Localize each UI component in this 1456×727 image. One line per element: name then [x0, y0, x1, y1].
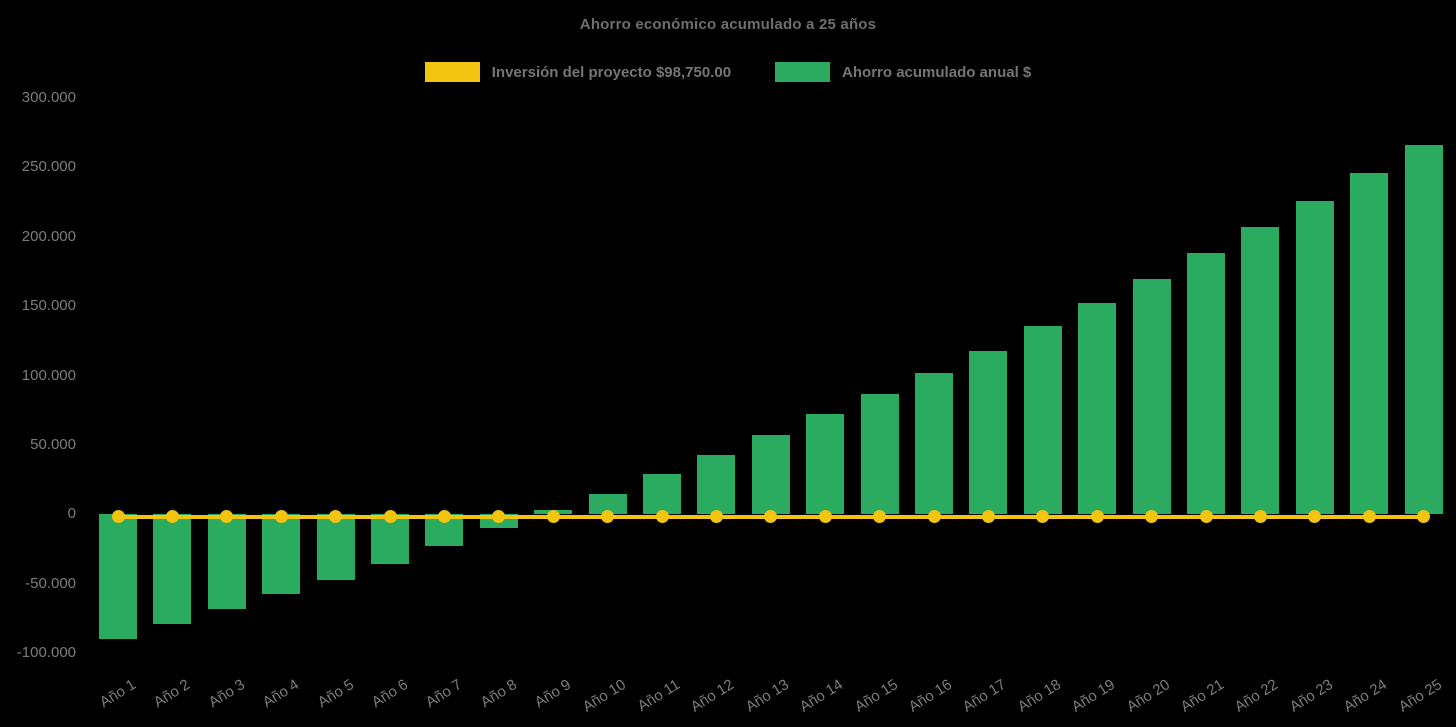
x-tick-label-ano-14: Año 14: [796, 676, 847, 716]
bar-ano-12: [697, 455, 736, 515]
investment-marker-ano-24: [1362, 510, 1376, 524]
bar-ano-1: [99, 514, 137, 640]
legend-item-savings[interactable]: Ahorro acumulado anual $: [775, 62, 1031, 82]
x-tick-label-ano-16: Año 16: [905, 676, 956, 716]
investment-marker-ano-16: [927, 510, 941, 524]
bar-ano-16: [915, 372, 953, 515]
legend: Inversión del proyecto $98,750.00 Ahorro …: [0, 62, 1456, 82]
bar-ano-20: [1132, 279, 1171, 515]
legend-swatch-savings: [775, 62, 831, 82]
y-tick-label--100.000: -100.000: [16, 644, 76, 662]
bar-ano-24: [1350, 172, 1389, 515]
investment-marker-ano-6: [383, 510, 397, 524]
x-tick-label-ano-21: Año 21: [1177, 676, 1228, 716]
x-tick-label-ano-13: Año 13: [742, 676, 792, 716]
investment-marker-ano-8: [492, 510, 506, 524]
bar-ano-22: [1241, 227, 1280, 515]
bar-ano-14: [806, 414, 845, 515]
bar-ano-13: [751, 435, 790, 515]
bar-ano-19: [1078, 303, 1117, 515]
bar-ano-5: [316, 514, 355, 580]
x-tick-label-ano-12: Año 12: [688, 676, 738, 716]
bar-ano-25: [1404, 145, 1443, 515]
x-tick-label-ano-1: Año 1: [96, 676, 140, 712]
x-tick-label-ano-9: Año 9: [531, 676, 575, 712]
x-tick-label-ano-10: Año 10: [579, 676, 629, 716]
investment-marker-ano-4: [274, 510, 288, 524]
investment-marker-ano-22: [1253, 510, 1267, 524]
x-tick-label-ano-19: Año 19: [1068, 676, 1119, 716]
bar-ano-4: [262, 514, 301, 595]
x-tick-label-ano-8: Año 8: [477, 676, 520, 712]
x-tick-label-ano-15: Año 15: [851, 676, 901, 716]
investment-marker-ano-18: [1036, 510, 1050, 524]
legend-label-investment: Inversión del proyecto $98,750.00: [491, 63, 732, 81]
bar-ano-23: [1295, 200, 1334, 515]
bar-ano-21: [1187, 253, 1225, 515]
investment-marker-ano-13: [764, 510, 778, 524]
y-tick-label-150.000: 150.000: [21, 297, 76, 315]
legend-swatch-investment: [424, 62, 480, 82]
investment-marker-ano-15: [873, 510, 887, 524]
bar-ano-17: [969, 350, 1008, 515]
x-tick-label-ano-23: Año 23: [1286, 676, 1336, 716]
x-tick-label-ano-11: Año 11: [634, 676, 684, 716]
y-tick-label-300.000: 300.000: [21, 89, 76, 106]
x-tick-label-ano-5: Año 5: [314, 676, 357, 712]
investment-marker-ano-1: [111, 510, 125, 524]
y-tick-label--50.000: -50.000: [25, 574, 76, 592]
bar-ano-15: [860, 393, 899, 515]
bar-ano-11: [643, 474, 681, 515]
investment-marker-ano-19: [1090, 510, 1104, 524]
x-tick-label-ano-20: Año 20: [1123, 676, 1173, 716]
investment-marker-ano-20: [1145, 510, 1159, 524]
x-tick-label-ano-24: Año 24: [1340, 676, 1391, 716]
investment-marker-ano-25: [1417, 510, 1431, 524]
investment-marker-ano-14: [818, 510, 832, 524]
investment-marker-ano-21: [1199, 510, 1213, 524]
investment-marker-ano-5: [329, 510, 343, 524]
investment-marker-ano-23: [1308, 510, 1322, 524]
investment-marker-ano-2: [165, 510, 179, 524]
y-tick-label-200.000: 200.000: [21, 227, 76, 245]
investment-marker-ano-7: [437, 510, 451, 524]
legend-label-savings: Ahorro acumulado anual $: [842, 63, 1032, 81]
bar-ano-3: [207, 514, 246, 610]
x-tick-label-ano-3: Año 3: [205, 676, 248, 712]
investment-marker-ano-10: [601, 510, 615, 524]
x-tick-label-ano-22: Año 22: [1232, 676, 1282, 716]
bar-ano-18: [1023, 326, 1062, 515]
y-tick-label-100.000: 100.000: [21, 366, 76, 384]
y-tick-label-50.000: 50.000: [30, 436, 76, 453]
x-tick-label-ano-4: Año 4: [259, 676, 303, 712]
x-tick-label-ano-6: Año 6: [368, 676, 412, 712]
investment-marker-ano-11: [655, 510, 669, 524]
legend-item-investment[interactable]: Inversión del proyecto $98,750.00: [424, 62, 732, 82]
investment-marker-ano-17: [981, 510, 995, 524]
x-tick-label-ano-25: Año 25: [1395, 676, 1445, 716]
chart-title: Ahorro económico acumulado a 25 años: [579, 16, 877, 33]
bar-ano-10: [588, 493, 627, 515]
x-tick-label-ano-17: Año 17: [960, 676, 1010, 716]
y-tick-label-250.000: 250.000: [21, 158, 76, 176]
investment-marker-ano-12: [709, 510, 723, 524]
y-tick-label-0: 0: [67, 505, 76, 523]
investment-marker-ano-9: [546, 510, 560, 524]
x-tick-label-ano-2: Año 2: [151, 676, 194, 712]
investment-marker-ano-3: [220, 510, 234, 524]
bar-ano-2: [153, 514, 192, 625]
x-tick-label-ano-7: Año 7: [423, 676, 466, 712]
x-tick-label-ano-18: Año 18: [1014, 676, 1064, 716]
